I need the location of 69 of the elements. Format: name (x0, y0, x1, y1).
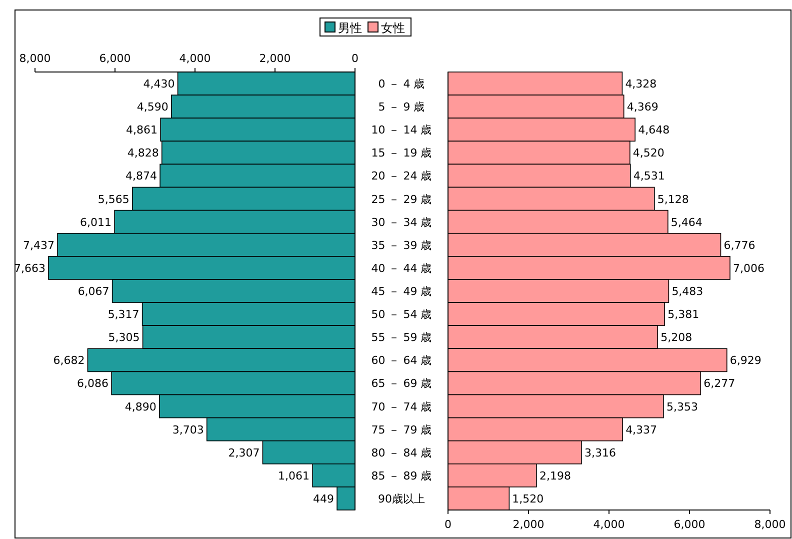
y-tick-label: 60 － 64 歳 (371, 354, 432, 368)
y-tick-label: 55 － 59 歳 (371, 331, 432, 344)
x-tick-label: 6,000 (99, 52, 131, 65)
data-label: 4,369 (626, 100, 658, 114)
data-label: 4,328 (625, 78, 657, 91)
x-tick-label: 0 (352, 52, 358, 65)
data-label: 6,929 (730, 354, 762, 368)
data-label: 2,198 (539, 469, 571, 482)
x-tick-label: 2,000 (512, 518, 544, 531)
data-label: 4,648 (638, 124, 670, 137)
y-tick-label: 70 － 74 歳 (371, 400, 432, 414)
data-label: 4,430 (143, 78, 175, 91)
x-tick-label: 4,000 (179, 52, 211, 65)
y-tick-label: 15 － 19 歳 (371, 146, 432, 160)
data-label: 4,861 (126, 124, 158, 137)
data-label: 7,663 (14, 262, 46, 275)
data-label: 1,061 (278, 469, 310, 482)
y-tick-label: 75 － 79 歳 (371, 423, 432, 436)
data-label: 4,337 (626, 423, 658, 436)
data-label: 5,305 (108, 331, 140, 344)
y-tick-label: 5 － 9 歳 (378, 100, 425, 114)
y-tick-label: 10 － 14 歳 (371, 124, 432, 137)
data-label: 7,437 (23, 238, 55, 252)
data-label: 4,874 (126, 170, 158, 183)
data-label: 2,307 (228, 446, 260, 460)
x-tick-label: 4,000 (593, 518, 625, 531)
data-label: 1,520 (512, 492, 544, 506)
data-label: 5,128 (657, 192, 689, 206)
data-label: 449 (313, 492, 334, 506)
data-label: 4,828 (127, 146, 159, 160)
y-tick-label: 0 － 4 歳 (378, 78, 425, 91)
data-label: 5,353 (666, 400, 698, 414)
data-label: 4,531 (633, 170, 665, 183)
data-label: 5,317 (108, 308, 140, 322)
y-tick-label: 35 － 39 歳 (371, 238, 432, 252)
x-tick-label: 2,000 (259, 52, 291, 65)
x-tick-label: 6,000 (674, 518, 706, 531)
y-tick-label: 90歳以上 (378, 492, 425, 506)
data-label: 6,086 (77, 377, 109, 390)
data-label: 6,776 (724, 238, 756, 252)
y-tick-label: 40 － 44 歳 (371, 262, 432, 275)
data-label: 5,208 (660, 331, 692, 344)
y-tick-label: 45 － 49 歳 (371, 285, 432, 298)
y-tick-label: 65 － 69 歳 (371, 377, 432, 390)
legend-label: 男性 (338, 21, 362, 35)
data-label: 6,067 (78, 285, 110, 298)
y-tick-label: 50 － 54 歳 (371, 308, 432, 322)
data-label: 6,011 (80, 216, 112, 229)
data-label: 4,890 (124, 400, 156, 414)
y-tick-label: 85 － 89 歳 (371, 469, 432, 482)
legend-label: 女性 (381, 21, 405, 35)
data-label: 6,682 (53, 354, 85, 368)
data-label: 4,590 (136, 100, 168, 114)
y-tick-label: 25 － 29 歳 (371, 192, 432, 206)
y-tick-label: 20 － 24 歳 (371, 170, 432, 183)
data-label: 4,520 (632, 146, 664, 160)
data-label: 5,483 (672, 285, 704, 298)
y-tick-label: 30 － 34 歳 (371, 216, 432, 229)
data-label: 7,006 (732, 262, 764, 275)
data-label: 5,464 (670, 216, 702, 229)
data-label: 6,277 (704, 377, 736, 390)
data-label: 3,703 (172, 423, 204, 436)
data-label: 5,565 (98, 192, 130, 206)
x-tick-label: 8,000 (19, 52, 51, 65)
y-tick-label: 80 － 84 歳 (371, 446, 432, 460)
data-label: 3,316 (584, 446, 616, 460)
x-tick-label: 8,000 (754, 518, 786, 531)
data-label: 5,381 (668, 308, 700, 322)
x-tick-label: 0 (444, 518, 452, 531)
